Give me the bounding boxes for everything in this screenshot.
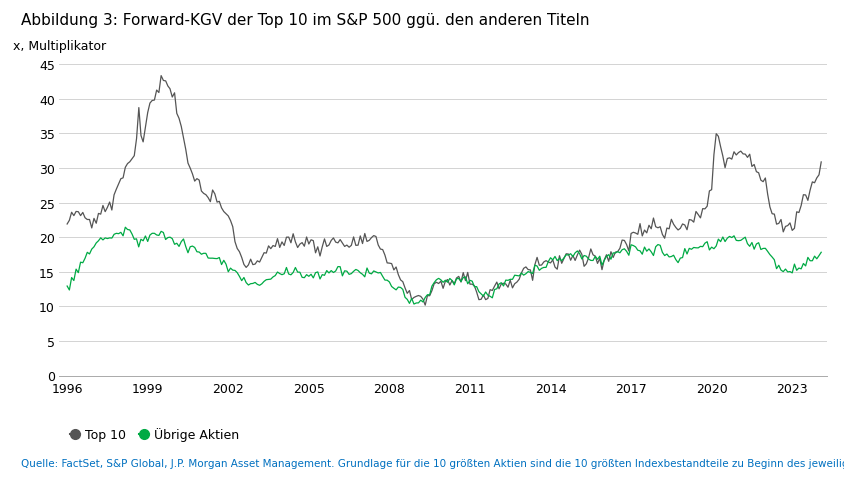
Text: Abbildung 3: Forward-KGV der Top 10 im S&P 500 ggü. den anderen Titeln: Abbildung 3: Forward-KGV der Top 10 im S… xyxy=(21,13,590,28)
Text: x, Multiplikator: x, Multiplikator xyxy=(13,40,106,53)
Text: Quelle: FactSet, S&P Global, J.P. Morgan Asset Management. Grundlage für die 10 : Quelle: FactSet, S&P Global, J.P. Morgan… xyxy=(21,458,844,468)
Legend: Top 10, Übrige Aktien: Top 10, Übrige Aktien xyxy=(65,422,244,446)
